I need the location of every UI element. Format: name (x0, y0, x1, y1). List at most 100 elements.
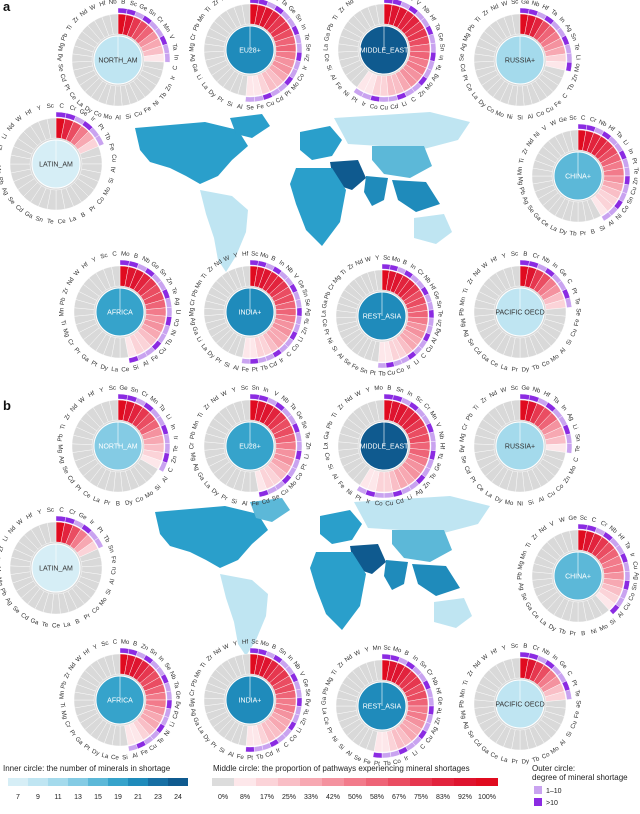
mineral-label: Se (466, 337, 476, 348)
mineral-label: Te (574, 445, 581, 452)
mineral-label: Mo (573, 63, 581, 73)
sunburst-latin-am: C Cr GeIrPtTbFeCuAlSiMoCoPrBLaCeTeSnGaCdSe… (0, 102, 118, 225)
mineral-label: Sn (435, 300, 443, 309)
mineral-label: Ti (462, 287, 470, 294)
mineral-label: C (581, 115, 587, 122)
mineral-label: Tb (558, 627, 567, 636)
outer-segment (295, 298, 303, 309)
mineral-label: W (74, 654, 83, 663)
mineral-label: Cd (58, 73, 67, 83)
mineral-label: Nd (67, 661, 78, 672)
mineral-label: Sc (100, 252, 109, 261)
legend-middle-tick: 0% (218, 794, 228, 801)
mineral-label: Pt (96, 123, 105, 132)
legend-middle-tick: 67% (392, 794, 406, 801)
mineral-label: Te (41, 621, 49, 629)
middle-segment (241, 3, 251, 25)
mineral-label: Mn (0, 165, 2, 175)
legend-middle-tick: 17% (260, 794, 274, 801)
mineral-label: Ti (472, 404, 481, 412)
mineral-label: Al (161, 475, 170, 484)
outer-segment (249, 358, 259, 365)
world-map-b (155, 496, 490, 656)
mineral-label: Ce (464, 82, 474, 93)
mineral-label: V (272, 390, 280, 398)
mineral-label: Cr (63, 720, 72, 729)
mineral-label: Sn (106, 544, 115, 554)
mineral-label: La (199, 343, 209, 353)
mineral-label: La (538, 617, 548, 627)
region-name: INDIA+ (239, 698, 262, 705)
mineral-label: Ag (57, 455, 66, 465)
mineral-label: Sn (418, 660, 429, 671)
mineral-label: Pb (0, 587, 8, 597)
mineral-label: Pb (60, 680, 69, 690)
outer-segment (258, 489, 270, 498)
outer-segment (381, 263, 391, 270)
mineral-label: Ta (433, 23, 442, 32)
mineral-label: Pb (467, 22, 477, 33)
mineral-label: V (549, 520, 557, 528)
mineral-label: Ir (403, 755, 409, 763)
mineral-label: Pb (57, 433, 65, 442)
mineral-label: Si (326, 463, 335, 471)
mineral-label: Al (330, 472, 339, 480)
mineral-label: B (523, 643, 528, 650)
mineral-label: Tb (569, 230, 577, 238)
mineral-label: Pt (468, 475, 477, 484)
mineral-label: Mo (504, 499, 514, 508)
mineral-label: Te (632, 167, 640, 175)
region-name: NORTH_AM (98, 444, 137, 451)
region-name: REST_ASIA (363, 314, 402, 321)
mineral-label: Se (271, 493, 281, 503)
mineral-label: Mo (98, 596, 109, 608)
outer-segment (55, 515, 67, 523)
middle-segment (242, 265, 251, 287)
mineral-label: Zr (203, 402, 212, 411)
legend-inner-swatch (8, 778, 28, 786)
mineral-label: Ga (196, 471, 207, 482)
legend-inner-tick: 21 (134, 794, 142, 801)
mineral-label: Cr (532, 644, 540, 653)
mineral-label: Ga (480, 745, 491, 756)
mineral-label: In (551, 261, 560, 270)
mineral-label: Mo (598, 623, 609, 633)
legend-inner-swatch (168, 778, 188, 786)
mineral-label: W (364, 256, 372, 264)
mineral-label: Ti (59, 320, 67, 326)
outer-segment (356, 485, 368, 495)
mineral-label: Al (236, 103, 243, 111)
mineral-label: Si (122, 754, 128, 761)
mineral-label: Tb (378, 371, 386, 378)
mineral-label: Ag (430, 72, 440, 82)
mineral-label: Hf (607, 124, 616, 133)
mineral-label: Nb (270, 0, 281, 3)
mineral-label: Mo (144, 489, 155, 500)
mineral-label: Se (60, 465, 70, 475)
outer-segment (294, 450, 302, 461)
mineral-label: Nb (597, 119, 608, 129)
mineral-label: Mn (404, 0, 415, 3)
outer-segment (621, 157, 630, 169)
mineral-label: Hf (24, 108, 33, 117)
outer-segment (296, 307, 303, 317)
mineral-label: Zr (211, 0, 220, 8)
mineral-label: Y (37, 508, 43, 516)
mineral-label: Ag (521, 196, 531, 206)
outer-segment (622, 561, 630, 572)
mineral-label: Ta (279, 0, 289, 8)
outer-segment (295, 688, 303, 699)
mineral-label: C (59, 103, 65, 110)
mineral-label: W (78, 396, 87, 405)
mineral-label: Pb (518, 186, 527, 196)
outer-segment (519, 259, 530, 267)
mineral-label: Nd (66, 276, 76, 287)
mineral-label: Tb (164, 337, 174, 347)
outer-segment (166, 699, 173, 710)
mineral-label: W (353, 649, 361, 658)
mineral-label: Mg (332, 273, 343, 285)
mineral-label: Ir (365, 498, 371, 506)
mineral-label: Pt (570, 287, 579, 295)
outer-segment (427, 317, 435, 327)
mineral-label: Dy (207, 89, 218, 100)
